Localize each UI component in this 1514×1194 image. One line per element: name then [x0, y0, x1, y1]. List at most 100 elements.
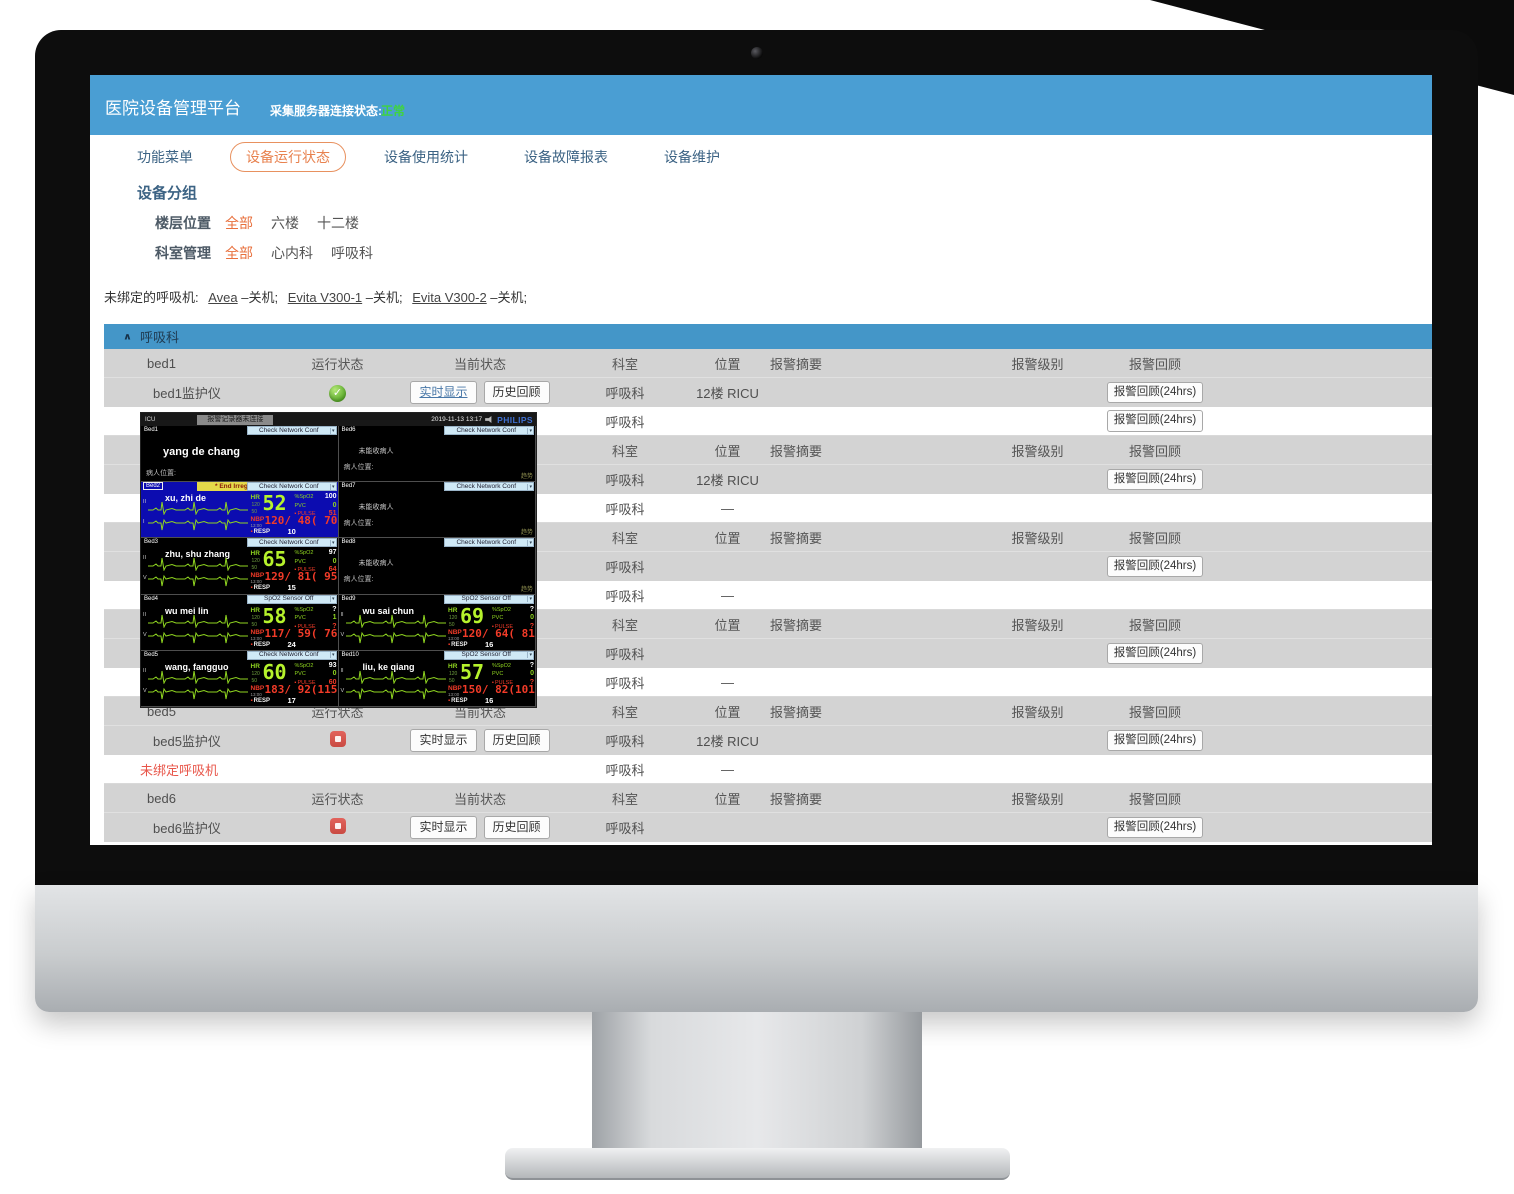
- resp-value: 17: [287, 695, 296, 705]
- col-header-alarm-review: 报警回顾: [1128, 617, 1181, 633]
- section-title: 呼吸科: [139, 330, 179, 345]
- alarm-review-24h-button[interactable]: 报警回顾(24hrs): [1106, 555, 1204, 578]
- dropdown-arrow-icon: ▾: [527, 596, 532, 603]
- filter-option[interactable]: 全部: [225, 215, 253, 231]
- pulse-label: PULSE: [295, 511, 315, 519]
- alarm-review-24h-button[interactable]: 报警回顾(24hrs): [1106, 468, 1204, 491]
- tile-notice: 未能收病人: [358, 448, 394, 455]
- nbp-value: 129/ 81( 95): [264, 570, 339, 584]
- device-dept-cell: 呼吸科: [605, 734, 645, 749]
- pvc-label: PVC: [492, 615, 504, 622]
- live-view-button[interactable]: 实时显示: [410, 816, 477, 839]
- col-header-alarm-summary: 报警摘要: [770, 530, 823, 546]
- dropdown-arrow-icon: ▾: [329, 539, 335, 546]
- ecg-waveform: [148, 631, 248, 643]
- nbp-label: NBP: [250, 516, 265, 524]
- resp-label: RESP: [448, 642, 467, 648]
- vent-dept-cell: 呼吸科: [605, 588, 645, 604]
- filter-option[interactable]: 十二楼: [317, 215, 359, 231]
- alarm-review-24h-button[interactable]: 报警回顾(24hrs): [1106, 642, 1204, 665]
- pvc-label: PVC: [294, 558, 306, 565]
- tile-body: 未能收病人 病人位置: 趋势: [339, 548, 536, 593]
- tile-patient-name: zhu, shu zhang: [165, 549, 230, 560]
- col-header-run-status: 运行状态: [311, 791, 364, 807]
- server-status-label: 采集服务器连接状态:: [270, 104, 382, 118]
- pvc-label: PVC: [294, 615, 306, 622]
- unbound-vent-link[interactable]: Evita V300-2: [412, 290, 487, 305]
- section-bar-respiratory[interactable]: ∧ 呼吸科: [104, 324, 1432, 349]
- col-header-alarm-summary: 报警摘要: [770, 443, 823, 459]
- history-review-button[interactable]: 历史回顾: [483, 729, 550, 752]
- patient-location-label: 病人位置:: [343, 464, 374, 471]
- pulse-value: 64: [328, 566, 337, 574]
- nbp-value: 150/ 82(101): [462, 682, 536, 696]
- bed-group-header-row: bed1 运行状态 当前状态 科室 位置 报警摘要 报警级别 报警回顾: [104, 349, 1432, 378]
- filter-option[interactable]: 全部: [225, 245, 253, 261]
- filter-option[interactable]: 六楼: [271, 215, 299, 231]
- nav-tab-device-run-status[interactable]: 设备运行状态: [230, 142, 346, 172]
- alarm-review-24h-button[interactable]: 报警回顾(24hrs): [1106, 410, 1204, 432]
- nbp-time: 13:00: [250, 523, 262, 529]
- app-header-bar: 医院设备管理平台 采集服务器连接状态: 正常: [90, 75, 1432, 135]
- tile-dropdown-value: SpO2 Sensor Off: [461, 595, 511, 603]
- tile-bed-label: Bed1: [144, 427, 159, 433]
- bed-tile-bed5: Bed5 Check Network Conf ▾ wang, fangguo II V H…: [141, 650, 339, 707]
- unbound-prefix: 未绑定的呼吸机:: [104, 290, 199, 305]
- bed-tile-bed4: Bed4 SpO2 Sensor Off ▾ wu mei lin II V HR 120 50…: [141, 594, 339, 651]
- hr-label: HR: [448, 662, 458, 670]
- filter-option[interactable]: 心内科: [271, 245, 313, 261]
- dropdown-arrow-icon: ▾: [329, 596, 335, 603]
- nav-tab-device-maintenance[interactable]: 设备维护: [664, 149, 720, 165]
- live-view-button[interactable]: 实时显示: [410, 381, 477, 404]
- col-header-location: 位置: [714, 791, 741, 807]
- tile-dropdown: SpO2 Sensor Off ▾: [444, 594, 534, 604]
- filter-option[interactable]: 呼吸科: [331, 245, 373, 261]
- col-header-alarm-review: 报警回顾: [1128, 356, 1181, 372]
- col-header-location: 位置: [714, 356, 741, 372]
- unbound-vent-link[interactable]: Evita V300-1: [287, 290, 363, 305]
- central-monitor-popup: ICU 报警记录器未连接 2019-11-13 13:17 PHILIPS Be…: [140, 412, 537, 708]
- tile-dropdown-value: Check Network Conf: [258, 538, 319, 546]
- device-name: bed1监护仪: [153, 386, 221, 401]
- nbp-label: NBP: [448, 684, 462, 692]
- dropdown-arrow-icon: ▾: [527, 652, 532, 659]
- tile-header: Bed8 Check Network Conf ▾: [339, 538, 536, 548]
- history-review-button[interactable]: 历史回顾: [483, 816, 550, 839]
- nbp-value: 120/ 48( 70): [264, 514, 339, 528]
- tile-dropdown: Check Network Conf ▾: [444, 482, 534, 492]
- spo2-value: 93: [328, 661, 337, 669]
- nav-tab-device-fault-report[interactable]: 设备故障报表: [524, 149, 608, 165]
- alarm-review-24h-button[interactable]: 报警回顾(24hrs): [1106, 816, 1204, 839]
- nav-tab-device-usage-stats[interactable]: 设备使用统计: [384, 149, 468, 165]
- hr-value: 52: [262, 491, 287, 516]
- history-review-button[interactable]: 历史回顾: [483, 381, 550, 404]
- unbound-vent-link[interactable]: Avea: [208, 290, 238, 305]
- bed-tile-bed1: Bed1 Check Network Conf ▾ yang de chang 病人位置…: [141, 426, 339, 483]
- device-group-heading: 设备分组: [137, 185, 198, 202]
- filter-label: 楼层位置: [155, 215, 211, 231]
- spo2-value: 100: [324, 493, 337, 501]
- col-header-department: 科室: [611, 356, 638, 372]
- tile-body: 未能收病人 病人位置: 趋势: [339, 492, 536, 537]
- hr-value: 57: [460, 659, 485, 684]
- alarm-review-24h-button[interactable]: 报警回顾(24hrs): [1106, 381, 1204, 404]
- tile-dropdown: Check Network Conf ▾: [246, 650, 337, 660]
- tile-header: Bed5 Check Network Conf ▾: [141, 650, 338, 661]
- tile-patient-name: xu, zhi de: [165, 493, 207, 504]
- pvc-value: 0: [332, 670, 337, 678]
- device-name: bed6监护仪: [153, 821, 221, 836]
- col-header-alarm-level: 报警级别: [1011, 443, 1064, 459]
- collapse-caret-icon[interactable]: ∧: [123, 331, 132, 343]
- bed-tile-bed9: Bed9 SpO2 Sensor Off ▾ wu sai chun II V HR 120 5…: [338, 594, 536, 651]
- pvc-value: 0: [530, 614, 534, 622]
- ventilator-row: 未绑定呼吸机 呼吸科 —: [104, 755, 1432, 784]
- alarm-review-24h-button[interactable]: 报警回顾(24hrs): [1106, 729, 1204, 752]
- resp-value: 10: [287, 527, 296, 537]
- tile-header: Bed9 SpO2 Sensor Off ▾: [339, 594, 536, 605]
- live-view-button[interactable]: 实时显示: [410, 729, 477, 752]
- ecg-lead-label: II: [143, 555, 147, 562]
